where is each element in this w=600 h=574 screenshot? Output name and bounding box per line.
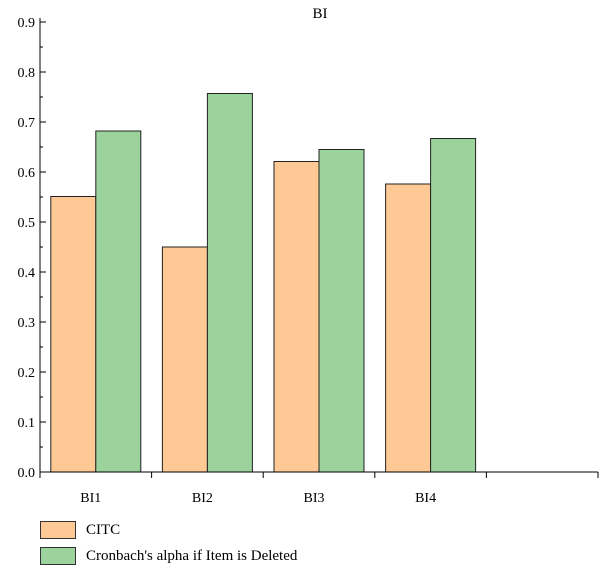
y-tick-label: 0.2	[18, 366, 36, 381]
bars-group	[50, 93, 477, 473]
legend-label-citc: CITC	[86, 521, 121, 538]
y-tick-label: 0.8	[18, 66, 36, 81]
y-tick-label: 0.3	[18, 316, 36, 331]
y-tick-label: 0.5	[18, 216, 36, 231]
bar-citc-BI4	[385, 183, 432, 473]
bar-citc-BI1	[50, 196, 97, 473]
legend-swatch-cronbach	[40, 547, 76, 565]
y-tick-label: 0.9	[18, 16, 36, 31]
axes-group: 0.0 0.1 0.2 0.3 0.4 0.5 0.6 0.7 0.8 0.9 BI1 BI2 BI3 B…	[18, 16, 599, 506]
y-tick-label: 0.1	[18, 416, 36, 431]
y-tick-label: 0.0	[18, 466, 36, 481]
bar-citc-BI2	[161, 246, 208, 473]
legend: CITC Cronbach's alpha if Item is Deleted	[40, 520, 297, 572]
bar-cronbach-BI2	[206, 93, 253, 473]
x-tick-label: BI3	[304, 491, 325, 506]
x-tick-label: BI1	[80, 491, 101, 506]
legend-label-cronbach: Cronbach's alpha if Item is Deleted	[86, 547, 298, 564]
x-tick-label: BI2	[192, 491, 213, 506]
bar-cronbach-BI3	[318, 149, 365, 473]
bar-citc-BI3	[273, 161, 320, 473]
x-tick-label: BI4	[415, 491, 436, 506]
legend-swatch-citc	[40, 521, 76, 539]
y-tick-label: 0.7	[18, 116, 36, 131]
y-tick-label: 0.4	[18, 266, 36, 281]
bar-cronbach-BI4	[430, 138, 477, 473]
chart-title: BI	[313, 6, 328, 22]
y-tick-label: 0.6	[18, 166, 36, 181]
legend-item-citc: CITC	[40, 520, 297, 540]
legend-item-cronbach: Cronbach's alpha if Item is Deleted	[40, 546, 297, 566]
bar-cronbach-BI1	[95, 130, 142, 473]
